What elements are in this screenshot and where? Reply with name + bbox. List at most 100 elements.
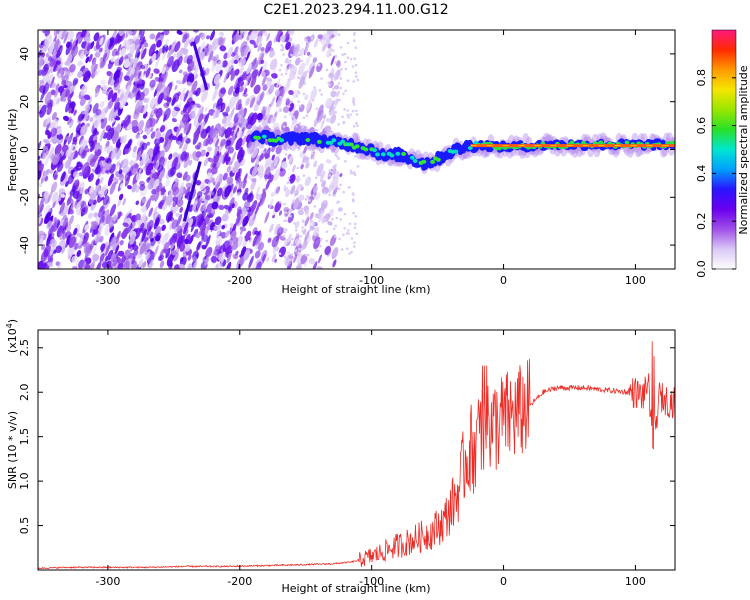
noise-blob (193, 130, 199, 139)
noise-blob (96, 225, 102, 238)
noise-blob (182, 111, 189, 124)
noise-dot (320, 93, 323, 96)
noise-blob (102, 210, 106, 217)
noise-dot (353, 241, 356, 244)
colorbar-frame (711, 29, 737, 270)
noise-blob (265, 106, 271, 116)
noise-blob (153, 245, 159, 257)
noise-blob (157, 92, 164, 105)
noise-blob (42, 149, 46, 155)
noise-blob (269, 223, 274, 233)
noise-blob (303, 257, 309, 268)
noise-blob (38, 140, 42, 153)
noise-blob (199, 41, 206, 53)
noise-blob (313, 236, 321, 250)
noise-blob (225, 139, 232, 147)
noise-blob (247, 112, 255, 124)
noise-dot (329, 147, 333, 150)
noise-dot (300, 59, 304, 63)
noise-blob (83, 41, 90, 55)
noise-blob (234, 86, 241, 94)
noise-blob (134, 134, 142, 140)
noise-dot (280, 64, 283, 67)
noise-blob (239, 65, 244, 75)
noise-dot (309, 54, 312, 57)
noise-blob (144, 243, 151, 256)
noise-blob (127, 185, 132, 190)
noise-blob (139, 36, 145, 50)
noise-blob (226, 165, 232, 173)
noise-blob (68, 215, 74, 226)
noise-dot (331, 217, 334, 221)
noise-dot (305, 70, 309, 74)
noise-blob (278, 210, 283, 216)
noise-dot (323, 201, 327, 204)
signal-core (569, 140, 575, 145)
noise-blob (206, 203, 213, 213)
spectrogram-x-label: Height of straight line (km) (281, 283, 430, 296)
noise-blob (45, 129, 50, 136)
noise-blob (165, 179, 171, 187)
noise-dot (331, 49, 335, 52)
noise-dot (310, 36, 314, 40)
noise-blob (189, 234, 194, 245)
noise-blob (316, 62, 323, 73)
noise-blob (57, 72, 62, 79)
noise-blob (258, 153, 264, 162)
noise-blob (313, 38, 319, 48)
noise-dot (295, 54, 298, 57)
noise-blob (206, 43, 209, 49)
noise-blob (183, 238, 190, 245)
noise-blob (239, 255, 246, 267)
y-tick-label: 0 (18, 146, 31, 153)
noise-blob (114, 244, 120, 254)
noise-blob (131, 119, 138, 127)
noise-dot (342, 190, 346, 194)
signal-halo (352, 132, 360, 145)
noise-dot (340, 68, 343, 71)
noise-dot (304, 155, 307, 159)
noise-dot (356, 124, 359, 127)
noise-blob (127, 53, 133, 58)
noise-dot (283, 230, 287, 234)
noise-dot (289, 208, 292, 212)
noise-blob (104, 38, 111, 50)
noise-blob (95, 185, 101, 192)
noise-dot (281, 46, 285, 49)
noise-dot (297, 146, 301, 149)
noise-dot (291, 243, 294, 247)
noise-blob (239, 86, 244, 93)
noise-blob (298, 194, 305, 202)
noise-blob (205, 246, 213, 258)
noise-blob (123, 114, 131, 128)
noise-blob (115, 56, 120, 67)
noise-blob (218, 244, 226, 256)
noise-blob (99, 47, 103, 53)
noise-blob (84, 104, 91, 111)
noise-blob (255, 201, 261, 215)
noise-blob (58, 188, 66, 195)
y-tick-label: 1.5 (18, 428, 31, 446)
noise-blob (57, 30, 63, 41)
noise-blob (238, 180, 244, 190)
noise-blob (214, 173, 221, 186)
noise-blob (276, 30, 282, 42)
signal-halo (248, 141, 256, 153)
noise-blob (274, 129, 281, 137)
noise-dot (352, 97, 355, 100)
noise-blob (48, 102, 54, 108)
noise-blob (99, 160, 106, 167)
noise-blob (91, 139, 98, 151)
noise-blob (179, 136, 185, 150)
noise-blob (119, 92, 124, 102)
noise-dot (338, 237, 341, 241)
noise-blob (183, 221, 189, 235)
noise-blob (89, 117, 94, 123)
noise-blob (40, 234, 47, 240)
noise-blob (137, 70, 142, 80)
noise-blob (285, 253, 293, 267)
noise-blob (260, 47, 265, 52)
noise-blob (302, 240, 308, 250)
signal-core (363, 147, 369, 152)
noise-blob (223, 52, 229, 60)
